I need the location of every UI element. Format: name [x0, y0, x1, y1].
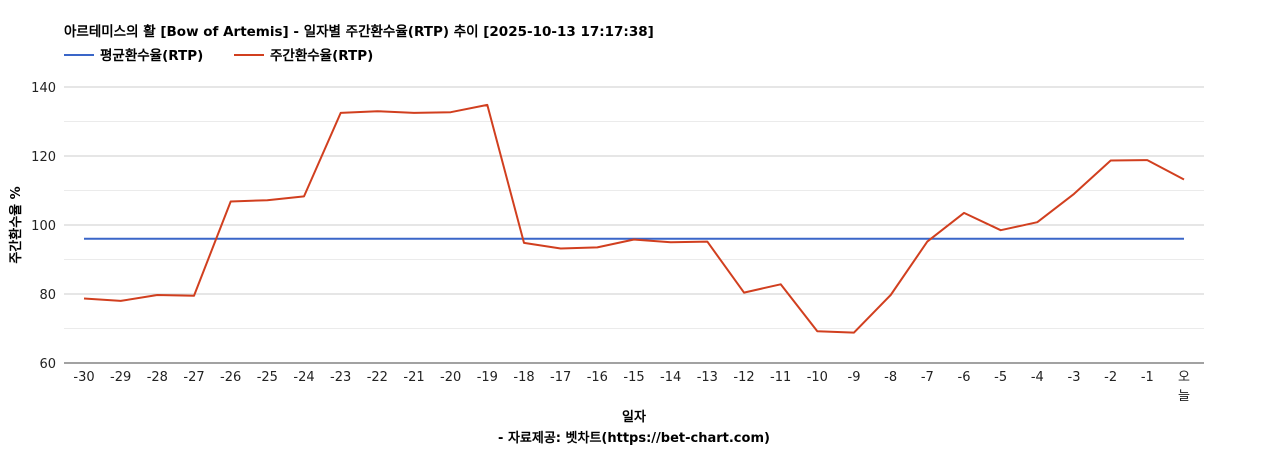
y-tick-label: 60 — [39, 357, 56, 372]
x-tick-label: -20 — [440, 370, 461, 385]
x-tick-label: -10 — [807, 370, 828, 385]
x-tick-label: -17 — [550, 370, 571, 385]
x-tick-label: -4 — [1031, 370, 1044, 385]
series-line-weekly-rtp — [83, 103, 1185, 334]
chart-title: 아르테미스의 활 [Bow of Artemis] - 일자별 주간환수율(RT… — [64, 23, 654, 40]
x-tick-label: -14 — [660, 370, 681, 385]
gridlines — [64, 86, 1204, 364]
x-tick-label: -3 — [1068, 370, 1081, 385]
x-tick-label: -21 — [403, 370, 424, 385]
y-tick-label: 140 — [31, 81, 56, 96]
x-tick-label: -2 — [1104, 370, 1117, 385]
x-tick-label: -29 — [110, 370, 131, 385]
source-credit: - 자료제공: 벳차트(https://bet-chart.com) — [498, 430, 770, 446]
legend: 평균환수율(RTP) 주간환수율(RTP) — [64, 47, 373, 64]
x-tick-label: -27 — [183, 370, 204, 385]
x-tick-label: -18 — [513, 370, 534, 385]
x-tick-label: -19 — [477, 370, 498, 385]
x-tick-label: -7 — [921, 370, 934, 385]
x-tick-label: -30 — [73, 370, 94, 385]
x-tick-label: -15 — [623, 370, 644, 385]
x-tick-label: -25 — [257, 370, 278, 385]
y-axis-title: 주간환수율 % — [8, 186, 24, 263]
x-tick-label: -28 — [147, 370, 168, 385]
x-tick-label: -26 — [220, 370, 241, 385]
x-tick-label: -5 — [994, 370, 1007, 385]
x-tick-label: -24 — [293, 370, 314, 385]
y-axis-ticks: 60 80 100 120 140 — [31, 81, 56, 372]
x-tick-label: -23 — [330, 370, 351, 385]
x-axis-title: 일자 — [622, 410, 646, 425]
x-tick-label: -16 — [587, 370, 608, 385]
x-tick-label: -6 — [958, 370, 971, 385]
x-tick-label: -22 — [367, 370, 388, 385]
y-tick-label: 120 — [31, 150, 56, 165]
x-tick-label: -9 — [848, 370, 861, 385]
legend-label-weekly: 주간환수율(RTP) — [270, 47, 373, 64]
x-axis-ticks: -30 -29 -28 -27 -26 -25 -24 -23 -22 -21 -20 -19 -18 -… — [73, 370, 1190, 404]
x-tick-label: -13 — [697, 370, 718, 385]
x-tick-label: -12 — [733, 370, 754, 385]
y-tick-label: 100 — [31, 219, 56, 234]
series-lines — [83, 103, 1185, 334]
x-tick-label: -11 — [770, 370, 791, 385]
y-tick-label: 80 — [39, 288, 56, 303]
x-tick-label: -8 — [884, 370, 897, 385]
x-tick-label: -1 — [1141, 370, 1154, 385]
legend-label-average: 평균환수율(RTP) — [100, 47, 203, 64]
